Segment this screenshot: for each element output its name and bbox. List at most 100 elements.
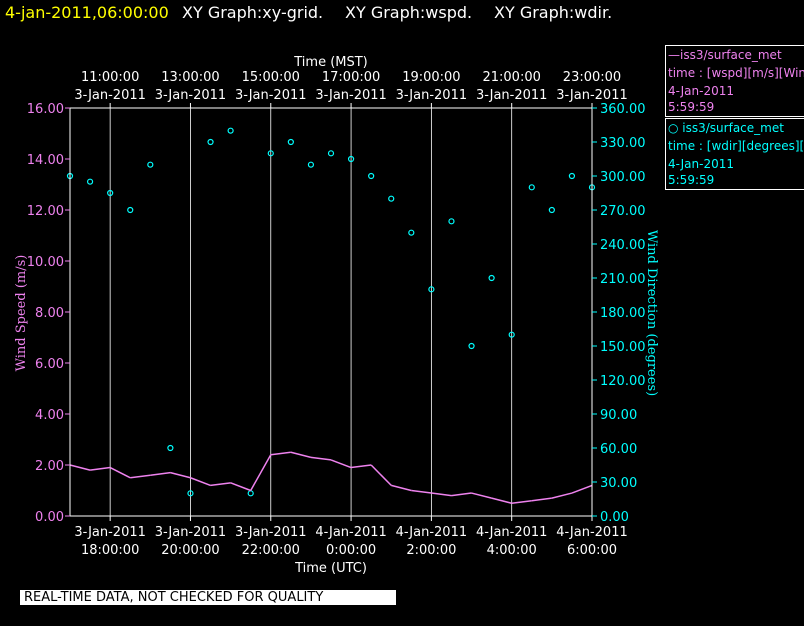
- wdir-point: [107, 189, 114, 197]
- legend-wspd-time: 5:59:59: [668, 100, 715, 114]
- wspd-segment: [190, 477, 211, 487]
- wspd-segment: [150, 471, 171, 476]
- right-tick-label: 60.00: [600, 442, 637, 457]
- left-tick-label: 2.00: [35, 459, 64, 474]
- wspd-segment: [310, 456, 332, 461]
- wspd-segment: [89, 466, 111, 471]
- legend-wspd-name: —iss3/surface_met: [668, 48, 782, 62]
- top-tick-time: 21:00:00: [482, 70, 540, 85]
- right-tick-label: 30.00: [600, 476, 637, 491]
- wspd-segment: [370, 464, 392, 486]
- left-tick-label: 6.00: [35, 357, 64, 372]
- wdir-point: [428, 286, 435, 293]
- x-tick-time: 20:00:00: [161, 543, 219, 558]
- x-tick-time: 2:00:00: [406, 543, 456, 558]
- wspd-segment: [551, 492, 573, 499]
- bottom-axis-label: Time (UTC): [294, 561, 367, 576]
- wdir-point: [548, 206, 555, 214]
- right-tick-label: 180.00: [600, 306, 646, 321]
- left-tick-label: 14.00: [27, 153, 64, 168]
- left-tick-label: 8.00: [35, 306, 64, 321]
- wspd-segment: [431, 492, 452, 497]
- top-tick-time: 11:00:00: [81, 70, 139, 85]
- legend: —iss3/surface_met time : [wspd][m/s][Win…: [665, 45, 804, 192]
- wspd-segment: [471, 492, 492, 499]
- legend-wdir-name: ○ iss3/surface_met: [668, 121, 784, 135]
- plot-border: [69, 107, 593, 517]
- wspd-segment: [330, 459, 352, 469]
- right-tick-label: 330.00: [600, 136, 646, 151]
- timestamp-title: 4-jan-2011,06:00:00: [5, 3, 169, 22]
- graph-title-xy-grid: XY Graph:xy-grid.: [182, 3, 324, 22]
- wspd-segment: [491, 497, 512, 504]
- x-tick-date: 4-Jan-2011: [476, 525, 548, 540]
- wdir-point: [207, 138, 214, 146]
- right-tick-label: 210.00: [600, 272, 646, 287]
- wdir-point: [267, 150, 274, 157]
- x-tick-time: 6:00:00: [567, 543, 617, 558]
- right-tick-label: 270.00: [600, 204, 646, 219]
- x-tick-date: 4-Jan-2011: [556, 525, 628, 540]
- wdir-point: [247, 490, 254, 497]
- top-tick-date: 3-Jan-2011: [315, 88, 387, 103]
- legend-wdir-time: 5:59:59: [668, 173, 715, 187]
- bottom-axis-utc: Time (UTC) 3-Jan-2011 18:00:00 3-Jan-2011 2…: [74, 516, 628, 576]
- wdir-point: [86, 178, 94, 185]
- wspd-segment: [571, 484, 593, 494]
- legend-wspd-date: 4-Jan-2011: [668, 84, 734, 98]
- wdir-point: [307, 161, 315, 168]
- legend-wspd: —iss3/surface_met time : [wspd][m/s][Win…: [665, 45, 804, 117]
- left-axis-wspd: Wind Speed (m/s) 0.00 2.00 4.00 6.00 8.00 10.…: [14, 102, 70, 525]
- right-tick-label: 360.00: [600, 102, 646, 117]
- top-axis-mst: Time (MST) 11:00:00 3-Jan-2011 13:00:00 3-J…: [74, 55, 628, 108]
- wspd-segment: [270, 451, 291, 456]
- wdir-series: [66, 127, 596, 497]
- wspd-segment: [69, 464, 91, 471]
- wspd-segment: [230, 482, 251, 492]
- legend-wdir-variable: time : [wdir][degrees][W: [668, 139, 804, 153]
- top-tick-date: 3-Jan-2011: [556, 88, 628, 103]
- left-tick-label: 0.00: [35, 510, 64, 525]
- wspd-segment: [109, 466, 131, 479]
- top-tick-time: 13:00:00: [161, 70, 219, 85]
- x-tick-time: 4:00:00: [487, 543, 537, 558]
- wdir-point: [408, 229, 415, 236]
- top-tick-time: 19:00:00: [402, 70, 460, 85]
- x-tick-time: 18:00:00: [81, 543, 139, 558]
- left-tick-label: 4.00: [35, 408, 64, 423]
- wdir-point: [508, 331, 515, 338]
- right-tick-label: 120.00: [600, 374, 646, 389]
- legend-wdir: ○ iss3/surface_met time : [wdir][degrees…: [665, 118, 804, 190]
- legend-wspd-variable: time : [wspd][m/s][Wind: [668, 66, 804, 80]
- top-tick-time: 23:00:00: [563, 70, 621, 85]
- wdir-point: [187, 490, 194, 497]
- wdir-point: [468, 342, 475, 350]
- wdir-point: [227, 127, 234, 134]
- wspd-segment: [290, 451, 312, 459]
- wdir-point: [528, 184, 535, 191]
- top-tick-time: 17:00:00: [322, 70, 380, 85]
- wdir-point: [167, 444, 174, 452]
- wspd-segment: [511, 499, 532, 504]
- left-axis-label: Wind Speed (m/s): [14, 255, 29, 372]
- top-axis-label: Time (MST): [293, 55, 368, 70]
- wspd-segment: [531, 497, 552, 502]
- wdir-point: [347, 155, 355, 163]
- top-tick-date: 3-Jan-2011: [155, 88, 227, 103]
- top-tick-date: 3-Jan-2011: [476, 88, 548, 103]
- right-tick-label: 240.00: [600, 238, 646, 253]
- wdir-point: [488, 274, 495, 282]
- x-tick-date: 4-Jan-2011: [315, 525, 387, 540]
- wspd-segment: [411, 489, 432, 494]
- plot-frame: [69, 107, 593, 517]
- wdir-point: [287, 138, 294, 146]
- wspd-series: [69, 451, 593, 504]
- wspd-segment: [451, 492, 472, 497]
- x-tick-date: 3-Jan-2011: [74, 525, 146, 540]
- quality-notice: REAL-TIME DATA, NOT CHECKED FOR QUALITY: [20, 590, 396, 605]
- wdir-point: [388, 195, 395, 202]
- wdir-point: [448, 218, 455, 225]
- right-tick-label: 0.00: [600, 510, 629, 525]
- wdir-point: [568, 172, 576, 180]
